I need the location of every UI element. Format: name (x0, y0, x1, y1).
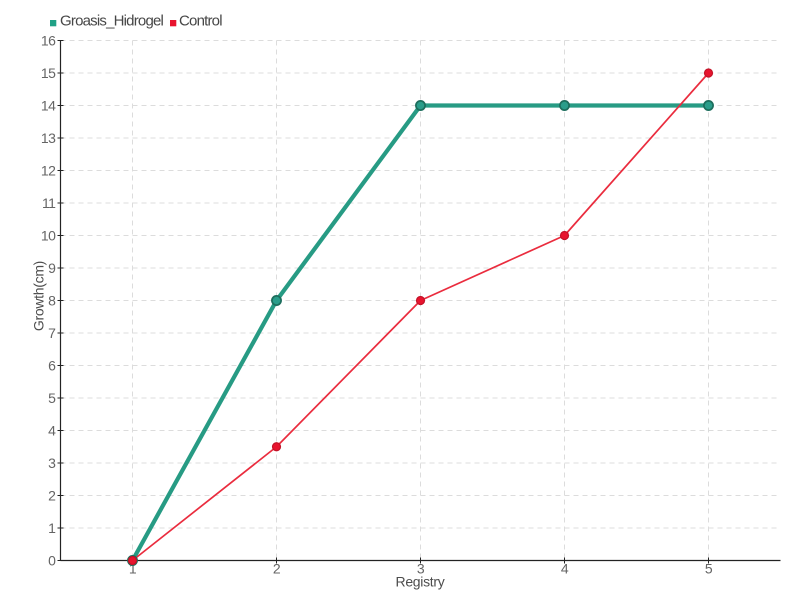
svg-text:3: 3 (48, 455, 56, 471)
svg-text:16: 16 (41, 33, 56, 49)
svg-text:2: 2 (273, 561, 281, 577)
svg-text:15: 15 (41, 65, 56, 81)
svg-text:10: 10 (41, 228, 56, 244)
svg-text:7: 7 (48, 325, 56, 341)
svg-text:13: 13 (41, 130, 56, 146)
svg-text:8: 8 (48, 293, 56, 309)
svg-text:4: 4 (48, 423, 56, 439)
svg-text:6: 6 (48, 358, 56, 374)
svg-text:Groasis_Hidrogel: Groasis_Hidrogel (60, 13, 164, 30)
svg-text:12: 12 (41, 163, 56, 179)
svg-text:5: 5 (48, 390, 56, 406)
svg-text:3: 3 (417, 561, 425, 577)
svg-text:1: 1 (48, 520, 56, 536)
svg-text:Growth(cm): Growth(cm) (31, 261, 47, 331)
svg-text:0: 0 (48, 553, 56, 569)
svg-text:2: 2 (48, 488, 56, 504)
svg-text:11: 11 (42, 195, 56, 211)
svg-text:Control: Control (179, 13, 222, 30)
svg-text:5: 5 (705, 561, 713, 577)
svg-text:Registry: Registry (396, 574, 445, 590)
svg-text:9: 9 (48, 260, 56, 276)
svg-text:14: 14 (41, 98, 56, 114)
svg-text:1: 1 (129, 561, 137, 577)
svg-text:4: 4 (561, 561, 569, 577)
